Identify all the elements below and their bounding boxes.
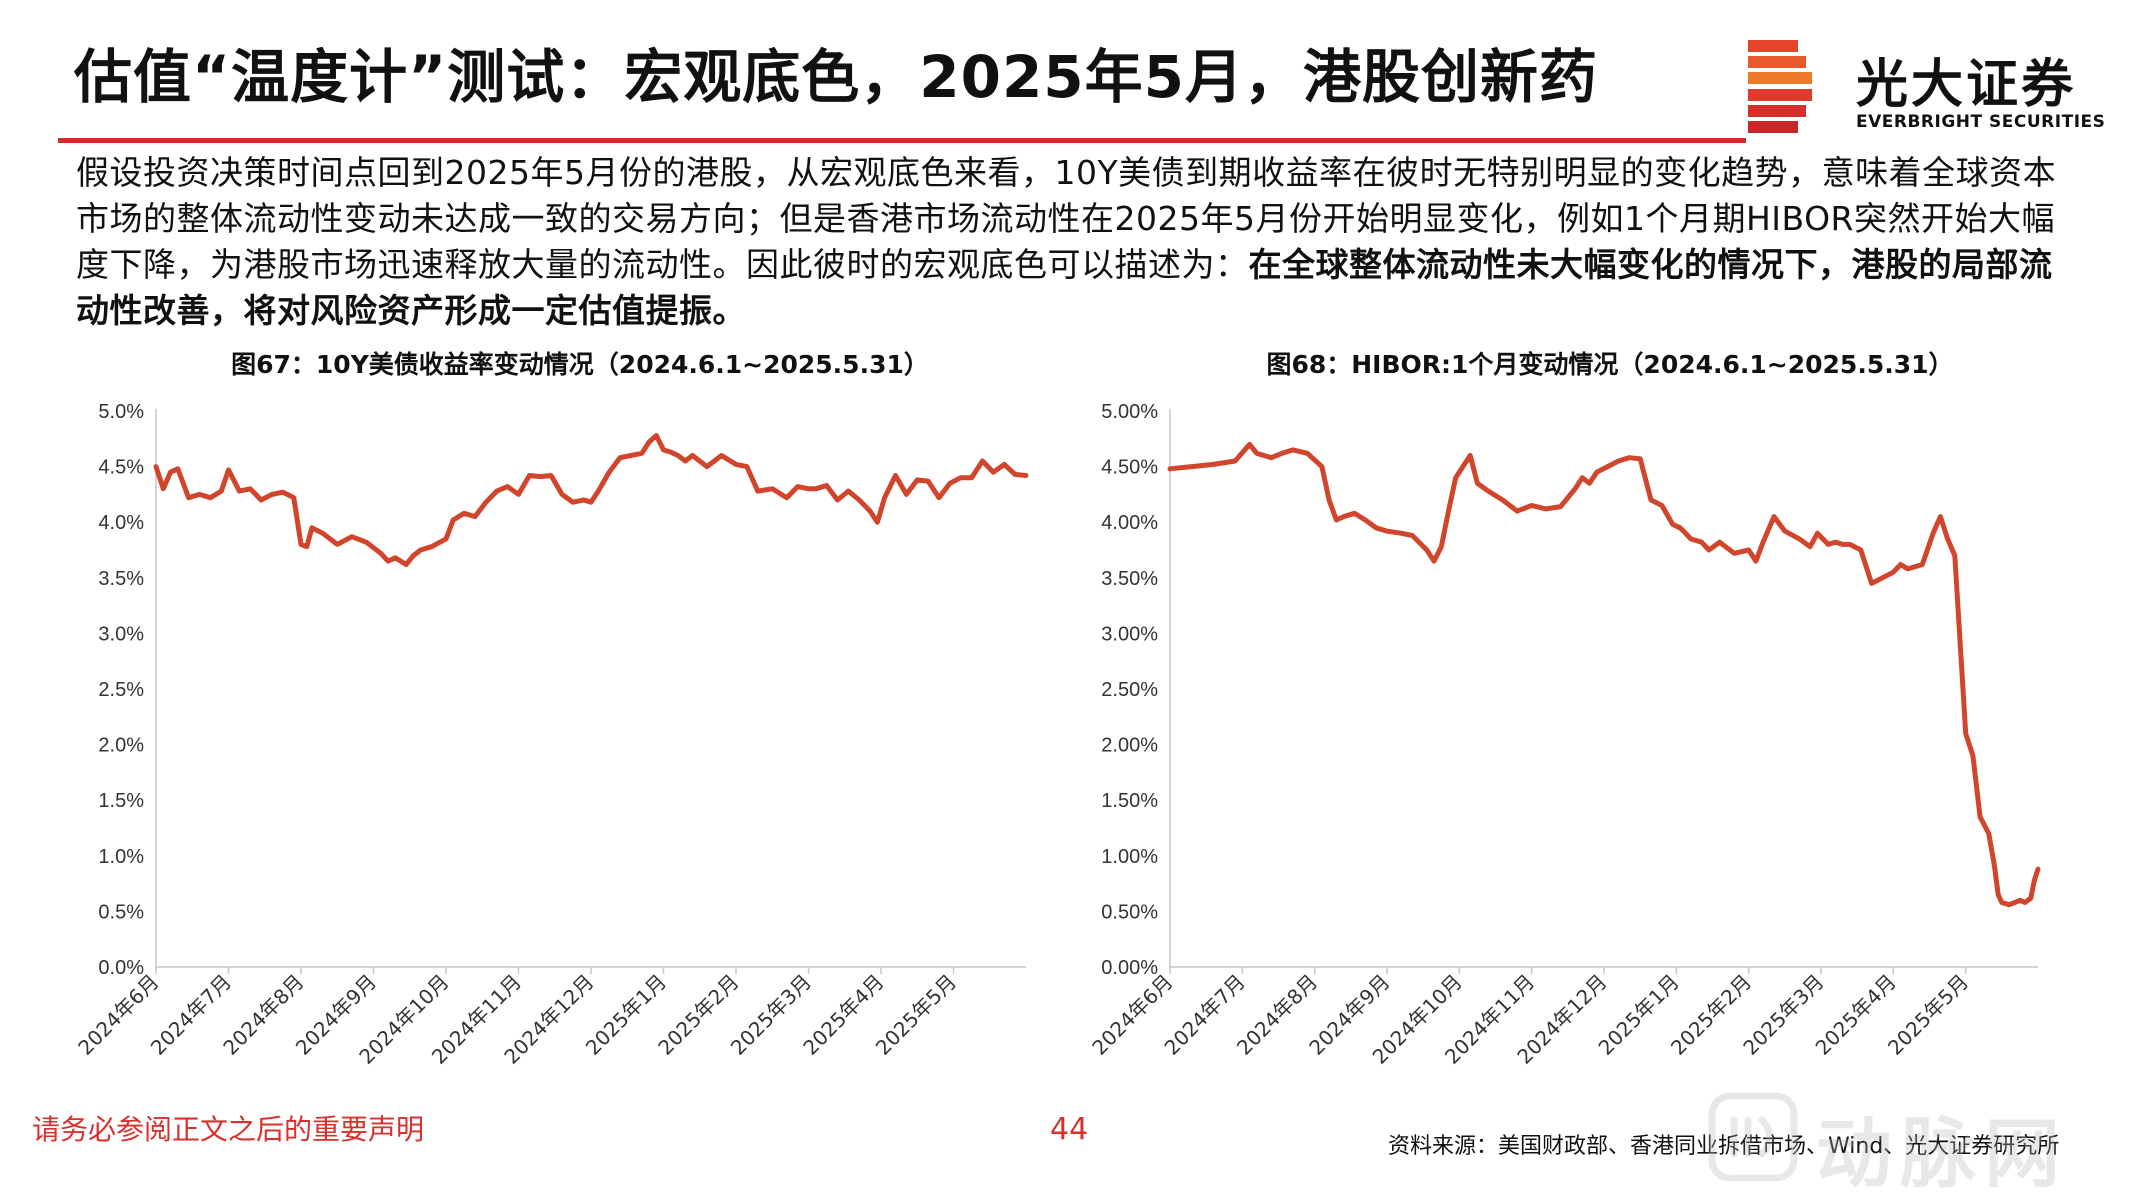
y-tick-label: 3.5% (98, 568, 144, 590)
y-tick-label: 4.5% (98, 457, 144, 479)
title-divider (58, 138, 1746, 143)
intro-emphasis: 在全球整体流动性未大幅变化的情况下，港股的局部流动性改善，将对风险资产形成一定估… (76, 245, 2053, 330)
y-tick-label: 4.50% (1101, 457, 1158, 479)
y-tick-label: 2.50% (1101, 679, 1158, 701)
y-tick-label: 5.0% (98, 401, 144, 423)
page-title: 估值“温度计”测试：宏观底色，2025年5月，港股创新药 (74, 43, 1599, 111)
disclaimer-note: 请务必参阅正文之后的重要声明 (32, 1113, 425, 1146)
chart-us-10y-yield: 图67：10Y美债收益率变动情况（2024.6.1~2025.5.31） 5.0… (60, 345, 1040, 1090)
line-chart-svg: 5.00% 4.50% 4.00% 3.50% 3.00% 2.50% 2.00% 1.50%… (1087, 401, 2041, 1069)
intro-paragraph: 假设投资决策时间点回到2025年5月份的港股，从宏观底色来看，10Y美债到期收益… (76, 150, 2066, 334)
y-tick-label: 1.50% (1101, 790, 1158, 812)
y-tick-label: 2.00% (1101, 735, 1158, 757)
y-tick-label: 0.50% (1101, 901, 1158, 923)
y-tick-label: 4.00% (1101, 512, 1158, 534)
y-tick-label: 2.0% (98, 735, 144, 757)
intro-text: 假设投资决策时间点回到2025年5月份的港股，从宏观底色来看，10Y美债到期收益… (76, 153, 2057, 284)
chart-hibor-1m: 图68：HIBOR:1个月变动情况（2024.6.1~2025.5.31） 5.… (1070, 345, 2070, 1090)
everbright-logo-icon (1748, 40, 1812, 133)
y-tick-label: 2.5% (98, 679, 144, 701)
page-number: 44 (1050, 1112, 1089, 1147)
y-tick-label: 4.0% (98, 512, 144, 534)
brand-logo: 光大证券 EVERBRIGHT SECURITIES (1748, 40, 2108, 136)
y-tick-label: 0.0% (98, 957, 144, 979)
series-line-0 (1167, 441, 2041, 908)
y-tick-label: 1.5% (98, 790, 144, 812)
chart-title: 图67：10Y美债收益率变动情况（2024.6.1~2025.5.31） (231, 350, 929, 379)
watermark-text: 动脉网 (1816, 1109, 2068, 1198)
watermark-logo-icon (1708, 1092, 1798, 1182)
logo-chinese-name: 光大证券 (1856, 55, 2077, 115)
y-tick-label: 1.0% (98, 846, 144, 868)
y-tick-label: 0.00% (1101, 957, 1158, 979)
line-chart-svg: 5.0% 4.5% 4.0% 3.5% 3.0% 2.5% 2.0% 1.5% 1.0% 0.5%… (73, 401, 1029, 1069)
y-tick-label: 0.5% (98, 901, 144, 923)
y-tick-label: 3.50% (1101, 568, 1158, 590)
chart-title: 图68：HIBOR:1个月变动情况（2024.6.1~2025.5.31） (1266, 350, 1954, 379)
y-tick-label: 5.00% (1101, 401, 1158, 423)
series-line-0 (153, 433, 1029, 567)
data-source: 资料来源：美国财政部、香港同业拆借市场、Wind、光大证券研究所 (1388, 1134, 2060, 1159)
y-tick-label: 3.00% (1101, 623, 1158, 645)
logo-english-name: EVERBRIGHT SECURITIES (1856, 112, 2106, 132)
y-tick-label: 1.00% (1101, 846, 1158, 868)
y-tick-label: 3.0% (98, 623, 144, 645)
watermark: 动脉网 (1708, 1088, 2128, 1198)
